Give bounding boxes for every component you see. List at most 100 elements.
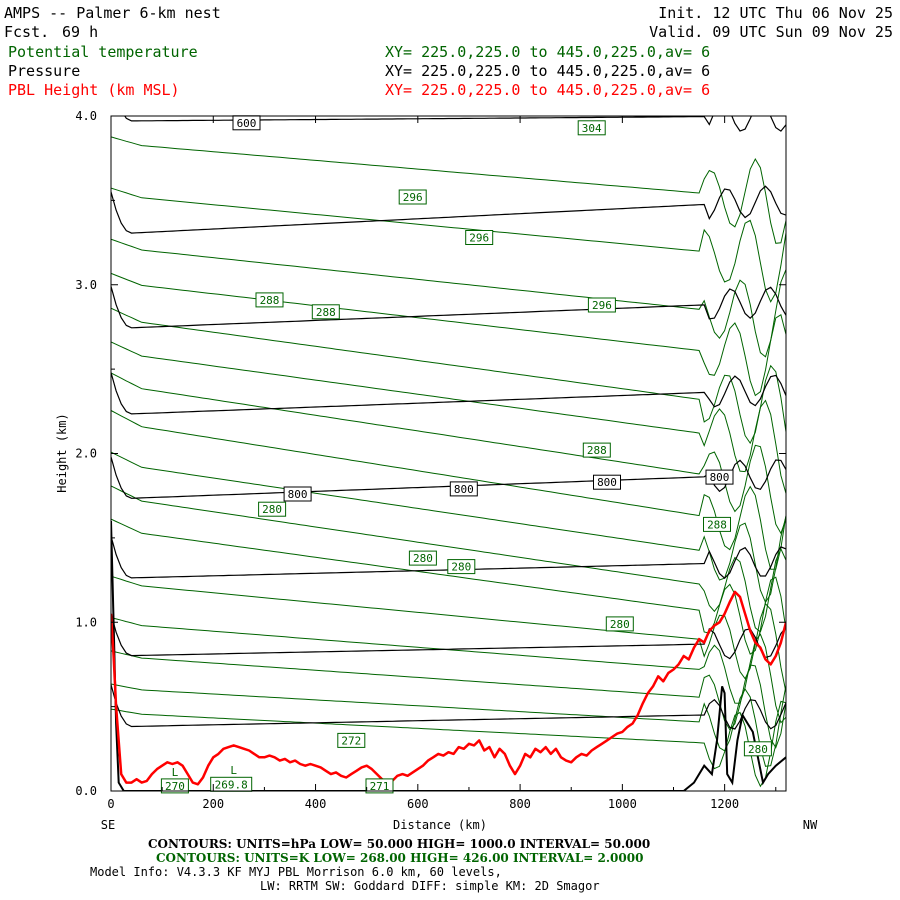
field-xy-pressure: XY= 225.0,225.0 to 445.0,225.0,av= 6 — [385, 62, 710, 80]
svg-text:288: 288 — [587, 444, 607, 457]
svg-text:280: 280 — [413, 552, 433, 565]
x-tick-label: 800 — [509, 797, 531, 811]
theta-label: 280 — [408, 550, 437, 566]
theta-label: 271 — [365, 778, 394, 794]
svg-text:280: 280 — [262, 503, 282, 516]
svg-text:271: 271 — [370, 780, 390, 793]
theta-label: 288 — [582, 442, 611, 458]
theta-contour — [111, 451, 786, 604]
theta-contour — [111, 136, 786, 244]
theta-contour — [111, 518, 786, 655]
theta-contour — [111, 700, 786, 788]
field-name-pbl: PBL Height (km MSL) — [8, 81, 180, 99]
pressure-contour — [111, 456, 786, 499]
svg-text:280: 280 — [748, 743, 768, 756]
theta-label: 288 — [311, 304, 340, 320]
field-xy-theta: XY= 225.0,225.0 to 445.0,225.0,av= 6 — [385, 43, 710, 61]
theta-contour-info: CONTOURS: UNITS=K LOW= 268.00 HIGH= 426.… — [156, 851, 643, 865]
svg-text:288: 288 — [260, 294, 280, 307]
svg-text:800: 800 — [454, 483, 474, 496]
field-name-pressure: Pressure — [8, 62, 80, 80]
svg-text:296: 296 — [592, 299, 612, 312]
pressure-isobars — [111, 116, 786, 730]
forecast-label: Fcst. — [4, 23, 49, 41]
theta-label: 288 — [255, 292, 284, 308]
theta-label: 296 — [398, 189, 427, 205]
x-tick-label: 1200 — [710, 797, 739, 811]
right-end-label: NW — [803, 818, 818, 832]
y-tick-label: 4.0 — [75, 109, 97, 123]
model-info-line2: LW: RRTM SW: Goddard DIFF: simple KM: 2D… — [260, 879, 600, 893]
pressure-contour-info: CONTOURS: UNITS=hPa LOW= 50.000 HIGH= 10… — [148, 837, 650, 851]
x-tick-label: 600 — [407, 797, 429, 811]
svg-text:288: 288 — [707, 518, 727, 531]
y-tick-label: 2.0 — [75, 447, 97, 461]
left-end-label: SE — [101, 818, 115, 832]
pressure-label: 600 — [232, 115, 261, 131]
theta-contour — [111, 307, 786, 445]
axis-ticks: 0 200 400 600 800 1000 1200 0.0 1.0 2.0 3.0 4.0 — [75, 109, 786, 811]
pressure-contour — [111, 185, 786, 234]
theta-isentropes — [111, 136, 786, 788]
theta-contour — [111, 272, 786, 397]
theta-contour — [111, 617, 786, 724]
pressure-contour — [111, 684, 786, 730]
theta-label: 280 — [447, 559, 476, 575]
x-tick-label: 0 — [107, 797, 114, 811]
model-info-line1: Model Info: V4.3.3 KF MYJ PBL Morrison 6… — [90, 865, 502, 879]
svg-text:280: 280 — [610, 618, 630, 631]
theta-label: 272 — [337, 732, 366, 748]
svg-text:800: 800 — [288, 488, 308, 501]
pressure-contour — [111, 286, 786, 329]
y-tick-label: 1.0 — [75, 615, 97, 629]
pressure-contour — [111, 613, 786, 660]
pressure-label: 800 — [705, 469, 734, 485]
y-axis-label: Height (km) — [55, 413, 69, 492]
theta-contour — [111, 187, 786, 303]
theta-contour — [111, 485, 786, 633]
theta-label: 280 — [743, 741, 772, 757]
x-tick-label: 1000 — [608, 797, 637, 811]
svg-text:288: 288 — [316, 306, 336, 319]
forecast-hour: 69 h — [62, 23, 98, 41]
init-time: Init. 12 UTC Thu 06 Nov 25 — [658, 4, 893, 22]
svg-text:296: 296 — [403, 191, 423, 204]
low-marker: L — [172, 766, 179, 779]
contour-labels: 304 296 296 296 288 288 288 288 280 280 280 280 280 2… — [160, 115, 772, 794]
terrain-profile — [111, 520, 786, 791]
x-tick-label: 400 — [305, 797, 327, 811]
theta-contour — [111, 341, 786, 494]
svg-text:280: 280 — [451, 561, 471, 574]
theta-label: 280 — [605, 616, 634, 632]
svg-text:269.8: 269.8 — [215, 778, 248, 791]
field-name-theta: Potential temperature — [8, 43, 198, 61]
pbl-height-line — [111, 590, 786, 786]
terrain-line — [111, 520, 786, 791]
svg-text:304: 304 — [582, 122, 602, 135]
theta-contour — [111, 683, 786, 767]
valid-time: Valid. 09 UTC Sun 09 Nov 25 — [649, 23, 893, 41]
theta-label: 270 — [160, 778, 189, 794]
pressure-label: 800 — [283, 486, 312, 502]
theta-contour — [111, 410, 786, 570]
pressure-label: 800 — [449, 481, 478, 497]
svg-text:600: 600 — [237, 117, 257, 130]
theta-label: 280 — [258, 501, 287, 517]
pressure-contour — [111, 372, 786, 415]
pressure-contour — [124, 116, 786, 132]
field-xy-pbl: XY= 225.0,225.0 to 445.0,225.0,av= 6 — [385, 81, 710, 99]
theta-label: 288 — [703, 516, 731, 532]
svg-text:800: 800 — [710, 471, 730, 484]
theta-label: 269.8 — [210, 776, 253, 792]
theta-label: 304 — [577, 120, 606, 136]
theta-label: 296 — [587, 297, 616, 313]
x-axis-label: Distance (km) — [393, 818, 487, 832]
x-tick-label: 200 — [202, 797, 224, 811]
theta-contour — [111, 372, 786, 535]
svg-text:272: 272 — [341, 734, 361, 747]
y-tick-label: 0.0 — [75, 784, 97, 798]
y-tick-label: 3.0 — [75, 278, 97, 292]
svg-text:296: 296 — [469, 232, 489, 245]
theta-label: 296 — [465, 230, 494, 245]
